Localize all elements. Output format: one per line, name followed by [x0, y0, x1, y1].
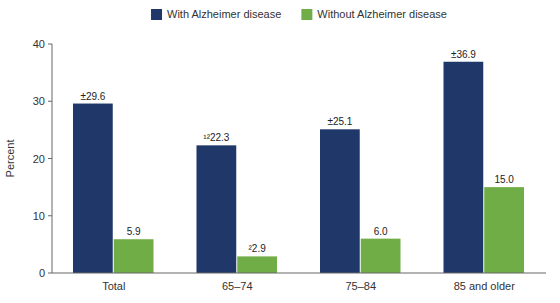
data-label: ²2.9: [249, 243, 267, 254]
y-axis-label: Percent: [4, 140, 16, 178]
y-tick-label: 20: [33, 153, 45, 165]
y-axis-line: [52, 44, 53, 273]
legend-item: With Alzheimer disease: [151, 8, 281, 20]
legend-swatch: [151, 9, 162, 20]
legend-item: Without Alzheimer disease: [301, 8, 447, 20]
data-label: 6.0: [374, 226, 388, 237]
y-tick-label: 0: [39, 267, 45, 279]
y-tick: [48, 44, 52, 45]
data-labels: ±29.6 ¹²22.3 ±25.1 ±36.9 5.9 ²2.9 6.0 15.0: [80, 49, 514, 255]
bar: [114, 239, 154, 273]
y-tick: [48, 273, 52, 274]
bar: [443, 62, 483, 273]
data-label: 5.9: [127, 226, 141, 237]
legend-label: Without Alzheimer disease: [317, 8, 447, 20]
data-label: ¹²22.3: [203, 132, 230, 143]
bar: [320, 129, 360, 273]
legend-swatch: [301, 9, 312, 20]
y-axis: 0 10 20 30 40: [33, 38, 52, 279]
x-axis: Total 65–74 75–84 85 and older: [52, 273, 546, 292]
x-tick-label: 65–74: [222, 280, 253, 292]
bar: [196, 145, 236, 273]
y-tick-label: 30: [33, 95, 45, 107]
legend-label: With Alzheimer disease: [167, 8, 281, 20]
bar: [484, 187, 524, 273]
data-label: ±36.9: [451, 49, 476, 60]
x-axis-line: [52, 273, 546, 274]
bar: [237, 256, 277, 273]
x-tick-label: 75–84: [345, 280, 376, 292]
y-tick: [48, 215, 52, 216]
data-label: ±25.1: [327, 116, 352, 127]
y-tick: [48, 158, 52, 159]
x-tick-label: 85 and older: [454, 280, 515, 292]
x-tick-label: Total: [102, 280, 125, 292]
bars: [73, 62, 524, 273]
data-label: 15.0: [494, 174, 514, 185]
data-label: ±29.6: [80, 91, 105, 102]
chart: 0 10 20 30 40 Percent ±29.6 ¹²22.3 ±25.1 ±36.9 5.9…: [0, 0, 560, 303]
legend: With Alzheimer disease Without Alzheimer …: [151, 8, 447, 20]
y-tick-label: 10: [33, 210, 45, 222]
y-tick-label: 40: [33, 38, 45, 50]
bar: [73, 104, 113, 273]
bar: [361, 239, 401, 273]
y-tick: [48, 101, 52, 102]
